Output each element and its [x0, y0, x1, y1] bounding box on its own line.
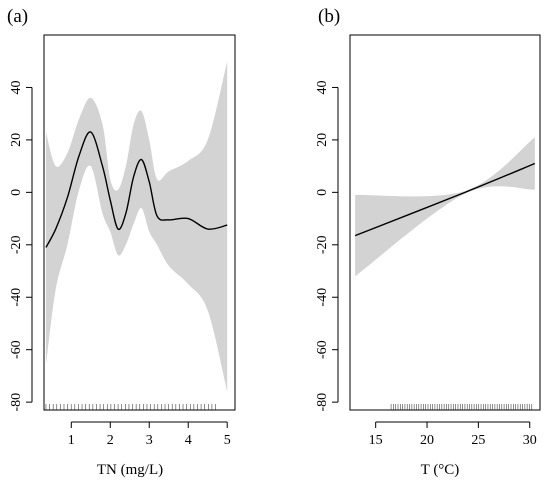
x-tick-label: 1 — [68, 433, 75, 448]
x-tick-label: 3 — [146, 433, 153, 448]
plot-frame-a — [43, 34, 236, 411]
y-tick-label: 40 — [315, 80, 330, 94]
x-axis-title-a: TN (mg/L) — [97, 462, 163, 478]
y-tick-label: 20 — [315, 133, 330, 147]
y-tick-label: -60 — [9, 340, 24, 359]
y-tick-label: -40 — [9, 288, 24, 307]
y-tick-label: -60 — [315, 340, 330, 359]
x-tick-label: 25 — [471, 433, 485, 448]
x-axis-b: 15 20 25 30 — [369, 421, 537, 448]
y-tick-label: -80 — [315, 393, 330, 412]
y-tick-label: 0 — [9, 189, 24, 196]
x-tick-label: 2 — [107, 433, 114, 448]
plot-frame-b — [349, 34, 541, 411]
panel-a: (a) 1 2 3 4 5 -80 -60 -40 -20 0 20 40 TN (mg/L) — [7, 6, 236, 478]
x-tick-label: 15 — [369, 433, 383, 448]
x-tick-label: 4 — [185, 433, 192, 448]
panel-b: (b) 15 20 25 30 -80 -60 -40 -20 0 20 40 T (°C) — [315, 6, 541, 478]
y-tick-label: -40 — [315, 288, 330, 307]
smooth-curve-a — [45, 131, 228, 248]
rug-marks-b — [390, 404, 533, 410]
y-tick-label: 40 — [9, 80, 24, 94]
x-axis-a: 1 2 3 4 5 — [68, 421, 231, 448]
y-tick-label: 0 — [315, 189, 330, 196]
x-tick-label: 20 — [420, 433, 434, 448]
confidence-band-a — [45, 61, 228, 392]
x-tick-label: 5 — [224, 433, 231, 448]
rug-marks-a — [45, 404, 216, 410]
panel-b-label: (b) — [318, 6, 340, 27]
confidence-band-b — [355, 137, 535, 277]
x-tick-label: 30 — [523, 433, 537, 448]
y-tick-label: -20 — [9, 235, 24, 254]
y-axis-b: -80 -60 -40 -20 0 20 40 — [315, 80, 339, 412]
y-tick-label: -80 — [9, 393, 24, 412]
x-axis-title-b: T (°C) — [421, 462, 460, 478]
smooth-curve-b — [354, 162, 536, 237]
y-axis-a: -80 -60 -40 -20 0 20 40 — [9, 80, 33, 412]
panel-a-label: (a) — [7, 6, 28, 27]
y-tick-label: -20 — [315, 235, 330, 254]
y-tick-label: 20 — [9, 133, 24, 147]
